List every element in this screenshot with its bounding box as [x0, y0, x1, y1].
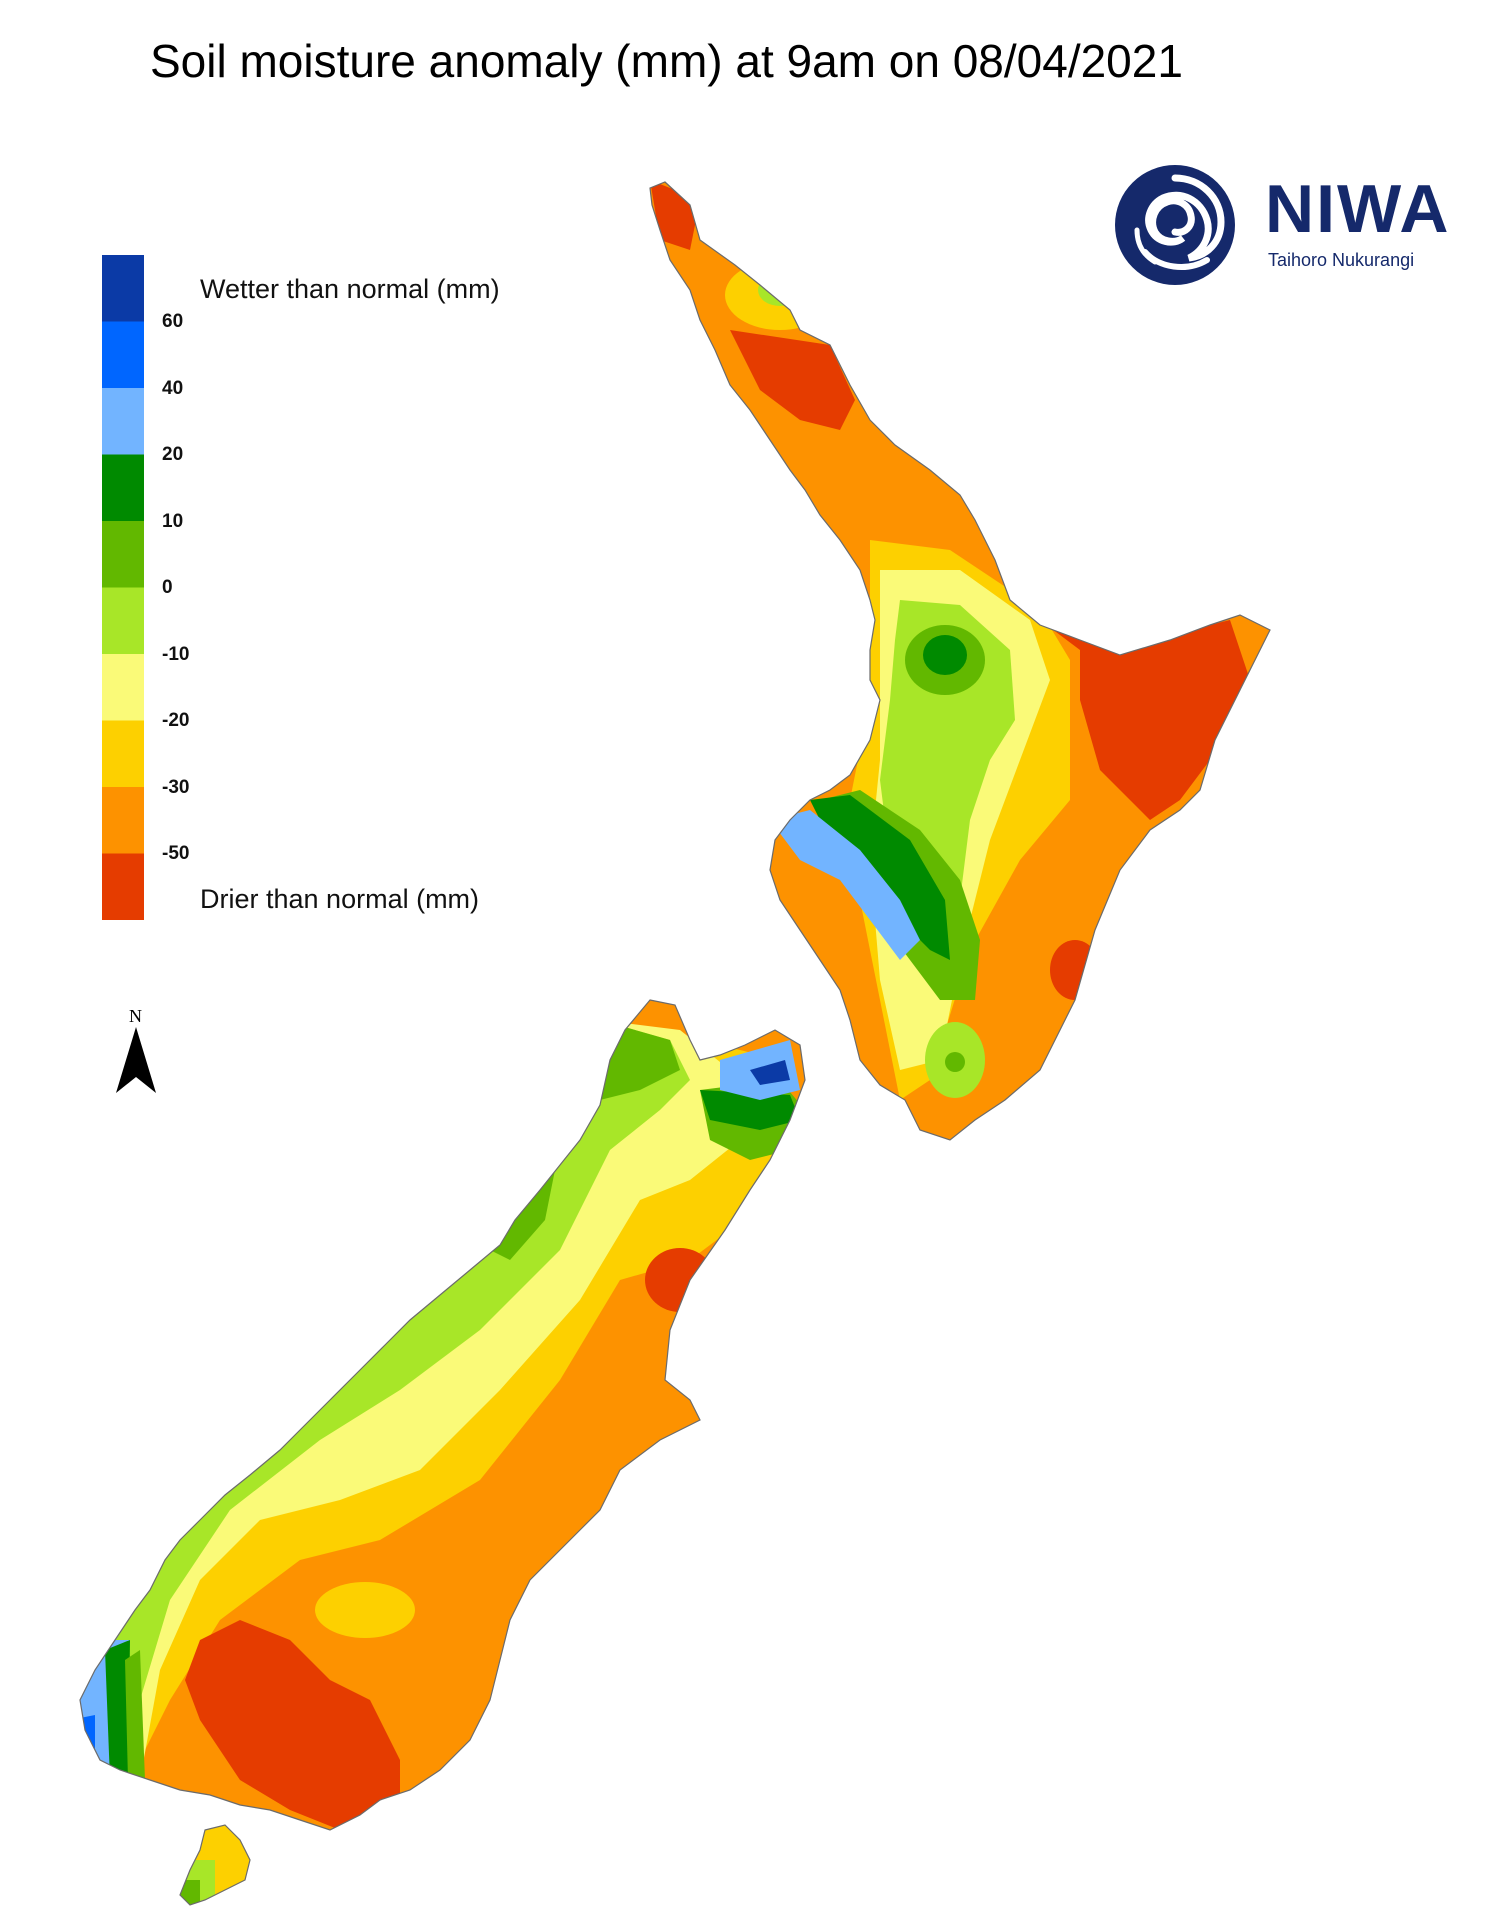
legend-swatch	[102, 454, 144, 522]
logo-tagline: Taihoro Nukurangi	[1268, 250, 1415, 270]
legend-tick-minus-30: -30	[162, 777, 190, 798]
legend-tick-0: 0	[162, 577, 173, 598]
legend-swatch	[102, 255, 144, 322]
legend-tick-20: 20	[162, 444, 184, 465]
legend-swatch	[102, 388, 144, 455]
legend-swatch	[102, 521, 144, 588]
stewart-island	[180, 1825, 250, 1905]
legend-colorbar	[102, 255, 144, 920]
legend-tick-10: 10	[162, 511, 184, 532]
legend-swatch	[102, 654, 144, 721]
north-arrow-icon	[116, 1027, 156, 1093]
legend-tick-40: 40	[162, 378, 184, 399]
page-title: Soil moisture anomaly (mm) at 9am on 08/…	[150, 35, 1183, 87]
north-arrow-label: N	[129, 1006, 142, 1026]
legend-tick-minus-10: -10	[162, 644, 190, 665]
legend-drier-label: Drier than normal (mm)	[200, 884, 480, 914]
legend-swatch	[102, 587, 144, 655]
legend-swatch	[102, 787, 144, 854]
niwa-logo	[1115, 165, 1235, 285]
north-island	[650, 182, 1270, 1140]
legend-tick-60: 60	[162, 311, 184, 332]
south-island	[80, 1000, 805, 1830]
legend-swatch	[102, 853, 144, 920]
logo-name: NIWA	[1265, 171, 1451, 247]
legend-swatches	[102, 255, 144, 920]
legend-swatch	[102, 720, 144, 788]
legend-swatch	[102, 321, 144, 389]
legend-tick-minus-50: -50	[162, 843, 190, 864]
coastline	[79, 181, 1271, 1906]
legend-tick-minus-20: -20	[162, 710, 190, 731]
legend-wetter-label: Wetter than normal (mm)	[200, 274, 500, 304]
